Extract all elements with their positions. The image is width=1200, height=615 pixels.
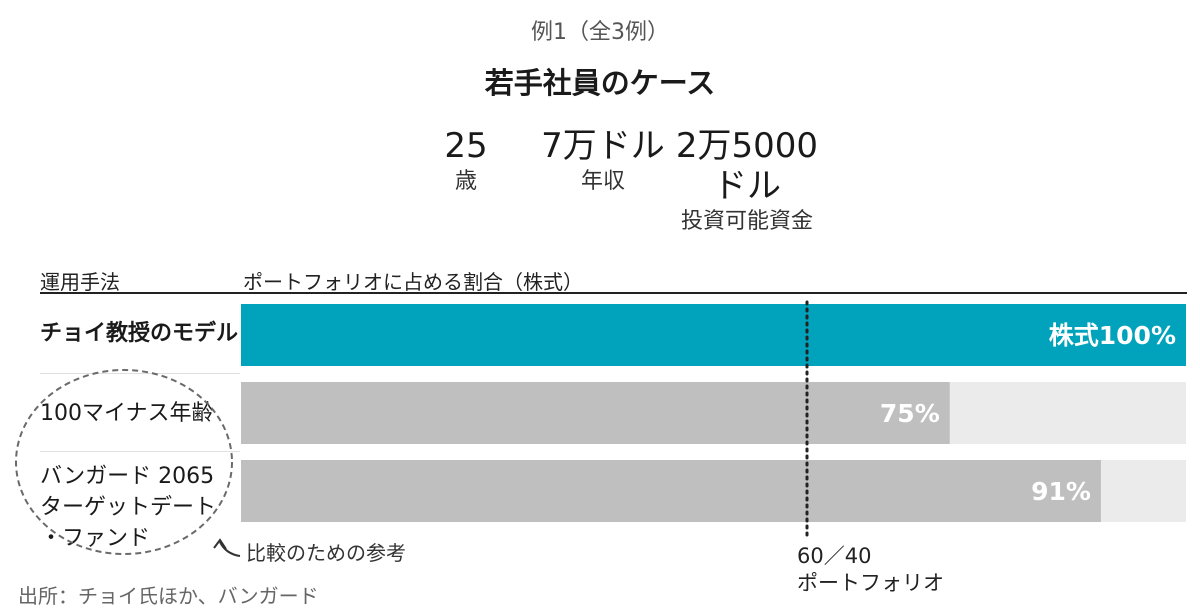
source-note: 出所：チョイ氏ほか、バンガード bbox=[18, 584, 319, 608]
stat-income-value: 7万ドル bbox=[541, 126, 665, 166]
row-divider bbox=[40, 451, 240, 452]
stat-age-label: 歳 bbox=[454, 169, 477, 194]
chart-title: 若手社員のケース bbox=[484, 66, 716, 100]
bar-vanguard-2065 bbox=[241, 460, 1101, 522]
data-label-100-minus-age: 75% bbox=[880, 399, 940, 428]
stat-income: 7万ドル 年収 bbox=[528, 126, 678, 198]
category-label-100-minus-age: 100マイナス年齢 bbox=[40, 401, 214, 426]
annotation-arrow bbox=[219, 541, 241, 557]
row-divider bbox=[40, 373, 240, 374]
stat-income-label: 年収 bbox=[580, 169, 625, 194]
category-label-choi-model: チョイ教授のモデル bbox=[40, 321, 239, 346]
column-header-method: 運用手法 bbox=[40, 270, 120, 294]
bar-100-minus-age bbox=[241, 382, 950, 444]
stat-investable-value: 2万5000 ドル bbox=[675, 126, 819, 206]
category-label-vanguard-2065: バンガード 2065 ターゲットデート ・ファンド bbox=[40, 464, 217, 551]
column-header-portfolio: ポートフォリオに占める割合（株式） bbox=[243, 270, 583, 294]
header-rule bbox=[40, 292, 1187, 294]
bar-choi-model bbox=[241, 304, 1186, 366]
annotation-arrowhead bbox=[213, 538, 227, 550]
stat-investable-label: 投資可能資金 bbox=[680, 209, 813, 234]
stat-age: 25 歳 bbox=[416, 126, 516, 198]
annotation-note: 比較のための参考 bbox=[246, 541, 406, 565]
stat-investable: 2万5000 ドル 投資可能資金 bbox=[662, 126, 832, 238]
data-label-choi-model: 株式100% bbox=[1049, 321, 1176, 350]
chart-subtitle: 例1（全3例） bbox=[531, 20, 669, 45]
stat-age-value: 25 bbox=[444, 126, 488, 166]
reference-line-label: 60／40 ポートフォリオ bbox=[797, 544, 944, 595]
annotation-circle bbox=[15, 369, 233, 555]
data-label-vanguard-2065: 91% bbox=[1031, 477, 1091, 506]
